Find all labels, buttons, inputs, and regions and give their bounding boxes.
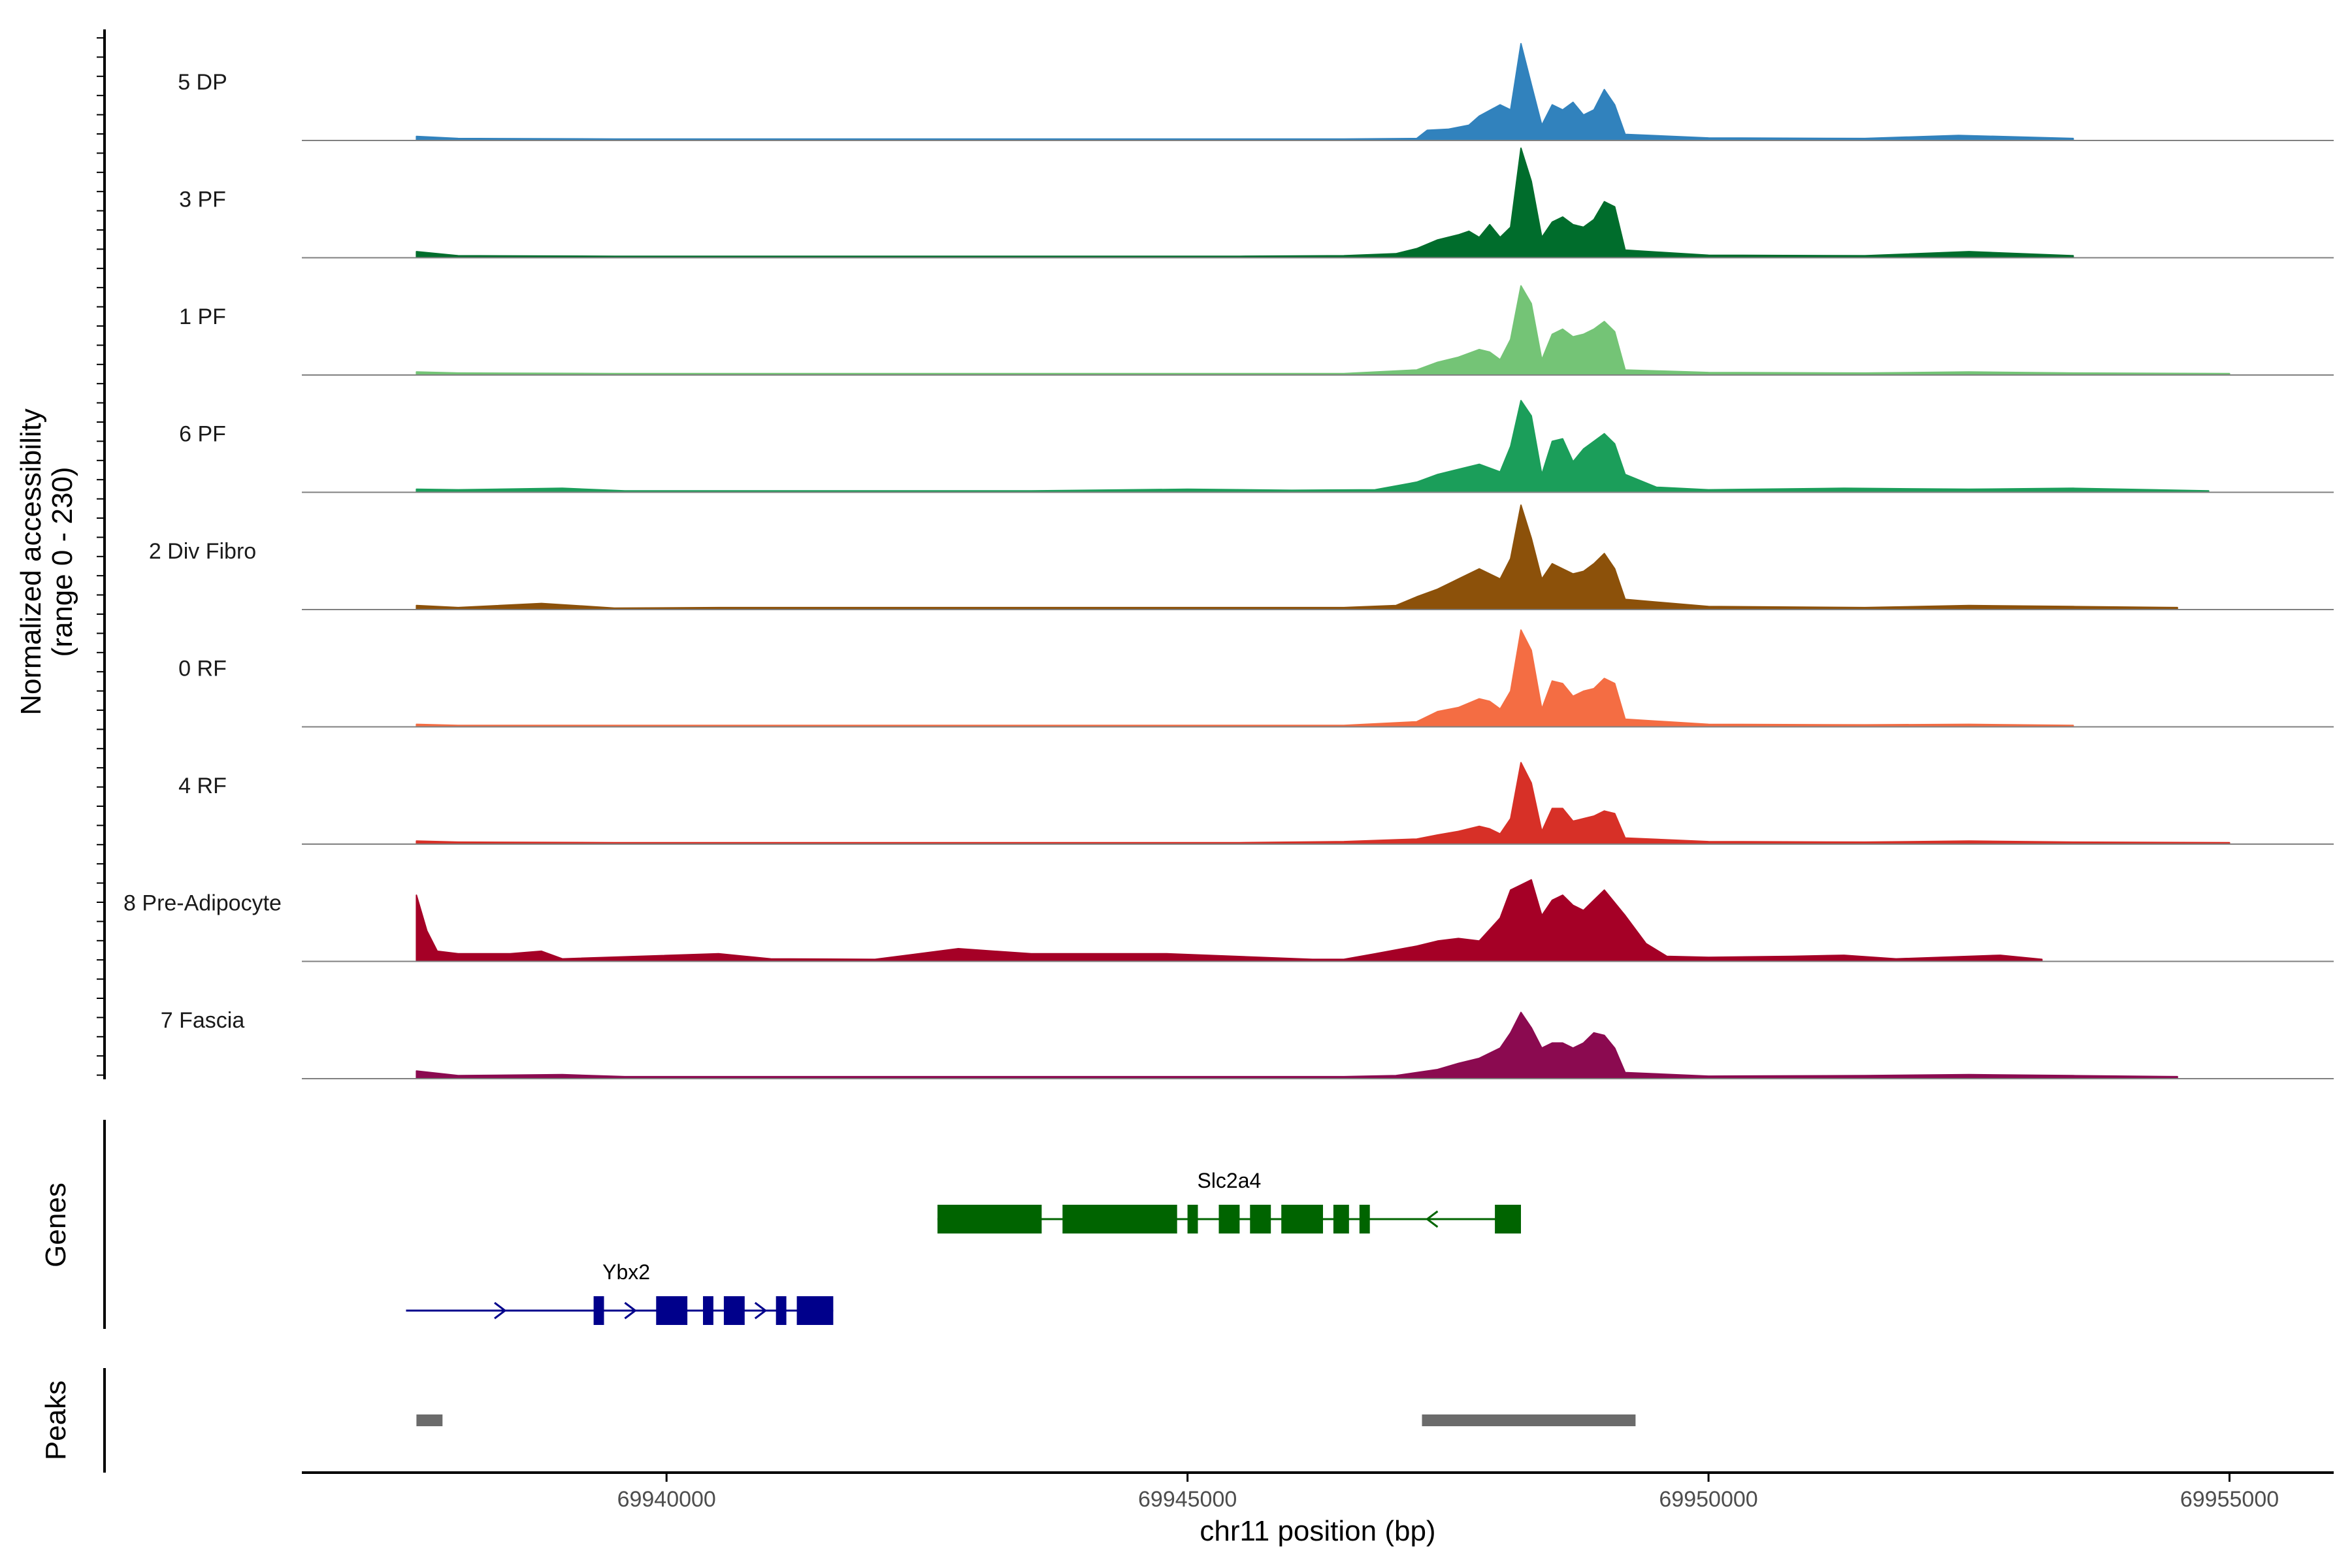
track-8-pre-adipocyte: 8 Pre-Adipocyte <box>123 879 2334 962</box>
track-7-fascia: 7 Fascia <box>161 1008 2334 1079</box>
strand-arrow <box>754 1301 768 1320</box>
gene-slc2a4: Slc2a4 <box>937 1169 1521 1233</box>
track-label-1-pf: 1 PF <box>179 304 226 329</box>
track-label-4-rf: 4 RF <box>178 774 227 798</box>
track-3-pf: 3 PF <box>179 147 2334 259</box>
y-axis-title-line1: Normalized accessibility <box>15 408 47 715</box>
track-area-1-pf <box>416 285 2230 376</box>
track-4-rf: 4 RF <box>178 762 2334 845</box>
exon-slc2a4-8 <box>1359 1205 1370 1233</box>
track-label-7-fascia: 7 Fascia <box>161 1008 245 1033</box>
track-0-rf: 0 RF <box>178 629 2334 728</box>
strand-arrow <box>1425 1210 1439 1228</box>
exon-slc2a4-4 <box>1218 1205 1240 1233</box>
track-area-8-pre-adipocyte <box>416 879 2043 962</box>
track-label-2-div-fibro: 2 Div Fibro <box>149 539 256 564</box>
exon-slc2a4-1 <box>937 1205 1042 1233</box>
gene-label-slc2a4: Slc2a4 <box>1197 1169 1261 1192</box>
track-5-dp: 5 DP <box>178 42 2334 141</box>
gene-label-ybx2: Ybx2 <box>602 1260 650 1284</box>
exon-slc2a4-5 <box>1250 1205 1271 1233</box>
track-area-3-pf <box>416 147 2074 259</box>
track-6-pf: 6 PF <box>179 400 2334 493</box>
track-area-4-rf <box>416 762 2230 845</box>
exon-slc2a4-2 <box>1062 1205 1177 1233</box>
exon-slc2a4-3 <box>1187 1205 1198 1233</box>
gene-ybx2: Ybx2 <box>406 1260 834 1325</box>
exon-slc2a4-9 <box>1495 1205 1521 1233</box>
strand-arrow <box>494 1301 507 1320</box>
peak-region-1 <box>416 1414 443 1426</box>
track-label-3-pf: 3 PF <box>179 188 226 212</box>
track-area-5-dp <box>416 42 2074 141</box>
track-area-2-div-fibro <box>416 504 2178 610</box>
exon-ybx2-4 <box>723 1296 745 1325</box>
exon-ybx2-6 <box>796 1296 834 1325</box>
track-label-6-pf: 6 PF <box>179 422 226 447</box>
track-1-pf: 1 PF <box>179 285 2334 376</box>
track-label-8-pre-adipocyte: 8 Pre-Adipocyte <box>123 891 282 916</box>
exon-ybx2-5 <box>776 1296 787 1325</box>
peak-regions <box>416 1414 1636 1426</box>
peaks-panel-label: Peaks <box>40 1380 72 1460</box>
y-axis-title: Normalized accessibility (range 0 - 230) <box>15 408 78 715</box>
y-axis-title-line2: (range 0 - 230) <box>46 466 78 657</box>
exon-slc2a4-6 <box>1281 1205 1323 1233</box>
peak-region-2 <box>1422 1414 1636 1426</box>
gene-annotations: Slc2a4 Ybx2 <box>406 1169 1521 1325</box>
exon-ybx2-2 <box>656 1296 688 1325</box>
strand-arrow <box>624 1301 637 1320</box>
track-area-7-fascia <box>416 1011 2178 1079</box>
exon-ybx2-3 <box>703 1296 713 1325</box>
exon-ybx2-1 <box>593 1296 604 1325</box>
x-tick-label-4: 69955000 <box>2180 1487 2279 1512</box>
x-tick-label-2: 69945000 <box>1138 1487 1237 1512</box>
genes-panel-label: Genes <box>40 1183 72 1267</box>
track-area-6-pf <box>416 400 2210 493</box>
track-area-0-rf <box>416 629 2074 728</box>
exon-slc2a4-7 <box>1333 1205 1349 1233</box>
x-axis-title: chr11 position (bp) <box>1200 1515 1435 1547</box>
track-2-div-fibro: 2 Div Fibro <box>149 504 2334 610</box>
x-axis-ticks: 69940000 69945000 69950000 69955000 <box>617 1473 2279 1512</box>
track-label-0-rf: 0 RF <box>178 657 227 681</box>
track-label-5-dp: 5 DP <box>178 70 227 95</box>
x-tick-label-1: 69940000 <box>617 1487 716 1512</box>
x-tick-label-3: 69950000 <box>1659 1487 1757 1512</box>
accessibility-tracks: 5 DP 3 PF 1 PF 6 PF 2 Div Fibro 0 RF 4 RF 8 Pre… <box>123 42 2334 1079</box>
y-axis-ticks <box>97 37 105 1076</box>
